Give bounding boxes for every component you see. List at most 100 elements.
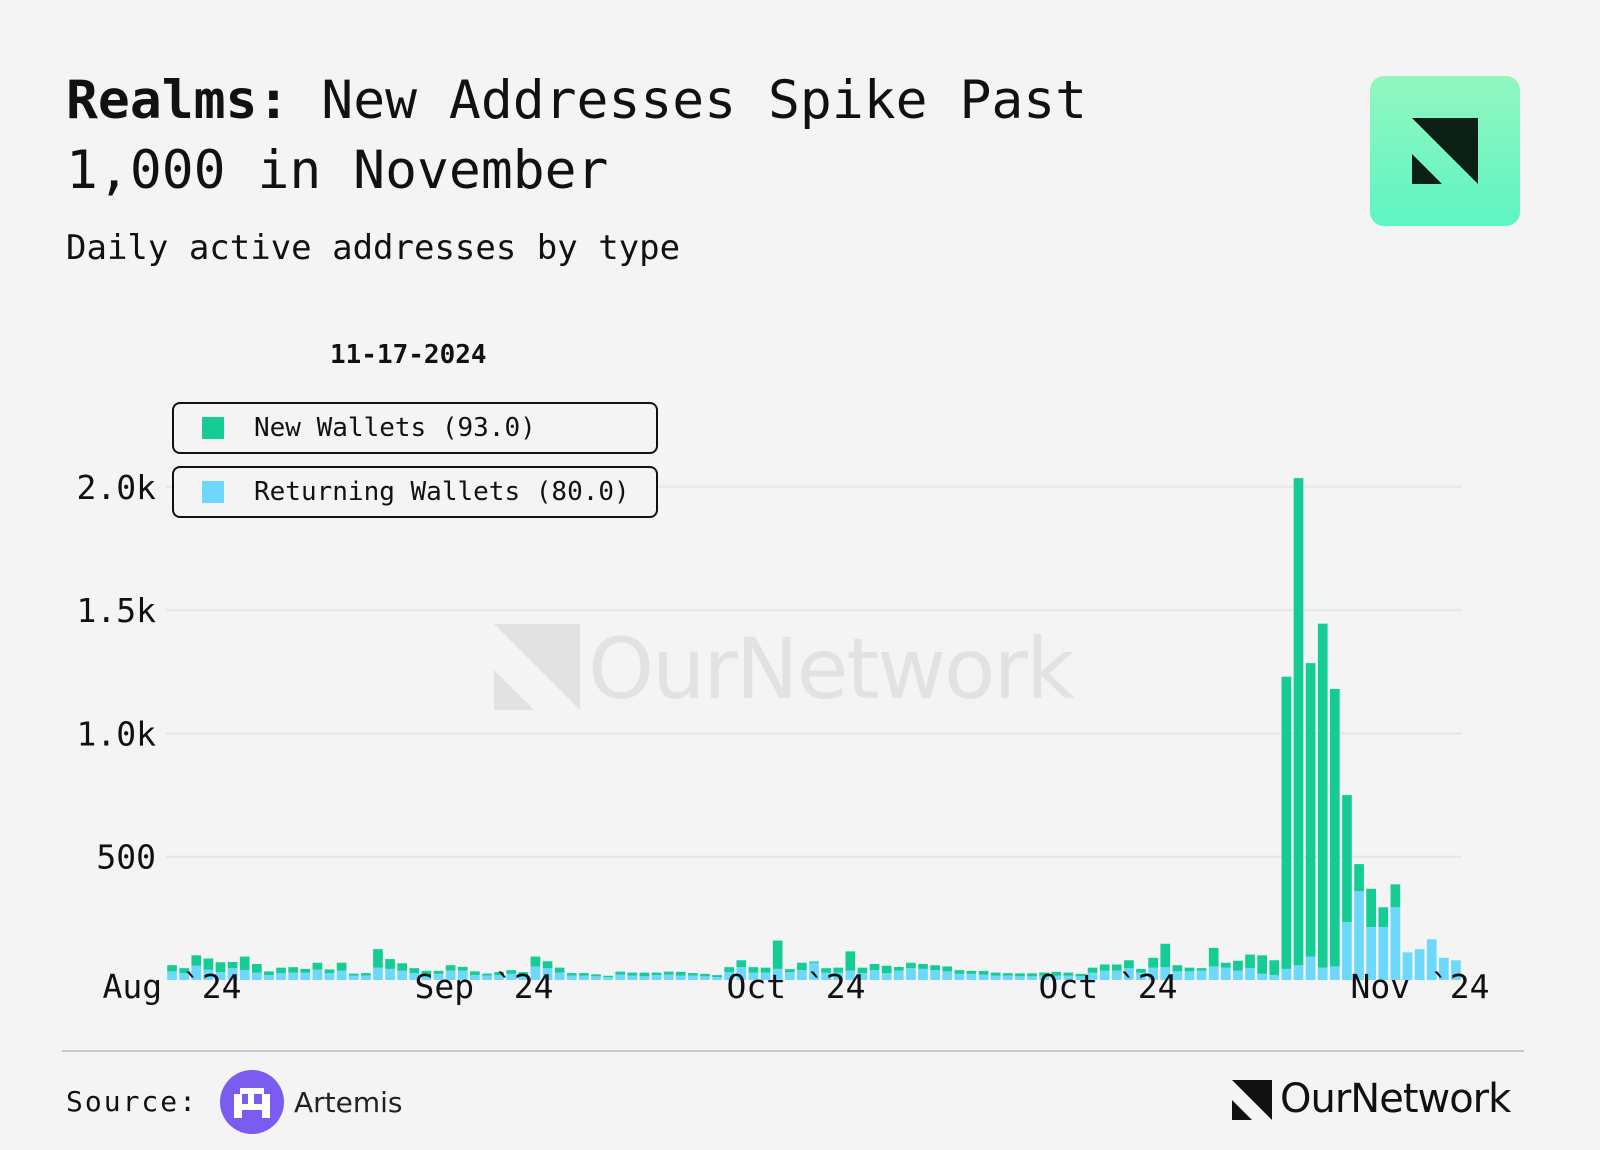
bar-returning[interactable] (1451, 960, 1461, 980)
bar-returning[interactable] (203, 969, 214, 980)
bar-new[interactable] (288, 967, 299, 973)
bar-new[interactable] (845, 951, 856, 971)
bar-returning[interactable] (1269, 975, 1280, 980)
bar-returning[interactable] (615, 974, 626, 980)
bar-new[interactable] (1027, 973, 1037, 977)
bar-new[interactable] (1293, 478, 1304, 966)
bar-returning[interactable] (421, 974, 432, 980)
bar-new[interactable] (1184, 967, 1195, 972)
bar-returning[interactable] (1220, 967, 1231, 980)
bar-returning[interactable] (736, 967, 747, 980)
bar-new[interactable] (1378, 907, 1389, 927)
bar-returning[interactable] (1075, 976, 1086, 980)
bar-returning[interactable] (324, 973, 335, 980)
bar-returning[interactable] (239, 970, 250, 980)
bar-returning[interactable] (688, 975, 698, 980)
bar-returning[interactable] (1184, 971, 1195, 980)
bar-returning[interactable] (445, 970, 456, 980)
bar-returning[interactable] (1172, 971, 1183, 980)
bar-new[interactable] (1390, 884, 1401, 908)
bar-returning[interactable] (167, 971, 177, 980)
bar-new[interactable] (1196, 968, 1207, 971)
bar-new[interactable] (1039, 972, 1049, 976)
bar-returning[interactable] (579, 975, 589, 980)
bar-returning[interactable] (348, 975, 359, 980)
bar-new[interactable] (264, 971, 274, 976)
bar-returning[interactable] (1245, 968, 1255, 980)
bar-returning[interactable] (1305, 956, 1316, 980)
bar-returning[interactable] (1329, 966, 1340, 980)
bar-new[interactable] (191, 955, 202, 966)
bar-returning[interactable] (1354, 891, 1364, 980)
bar-returning[interactable] (760, 972, 771, 980)
bar-returning[interactable] (397, 970, 408, 980)
bar-returning[interactable] (409, 973, 420, 980)
bar-new[interactable] (373, 949, 383, 968)
bar-new[interactable] (809, 961, 819, 963)
bar-returning[interactable] (1390, 907, 1401, 980)
bar-new[interactable] (1111, 964, 1122, 971)
bar-new[interactable] (554, 967, 565, 973)
bar-new[interactable] (1281, 676, 1292, 969)
bar-new[interactable] (1329, 689, 1340, 967)
bar-returning[interactable] (869, 970, 880, 980)
bar-new[interactable] (494, 972, 504, 976)
bar-returning[interactable] (990, 975, 1001, 980)
bar-new[interactable] (482, 973, 492, 976)
bar-returning[interactable] (312, 969, 323, 980)
bar-returning[interactable] (978, 974, 989, 980)
bar-new[interactable] (833, 967, 844, 973)
bar-returning[interactable] (906, 968, 916, 980)
bar-returning[interactable] (1281, 968, 1292, 980)
bar-returning[interactable] (1257, 973, 1267, 981)
bar-returning[interactable] (881, 973, 892, 980)
bar-new[interactable] (1051, 971, 1062, 976)
bar-returning[interactable] (1317, 967, 1328, 980)
bar-new[interactable] (1245, 954, 1255, 969)
bar-returning[interactable] (748, 972, 759, 980)
bar-returning[interactable] (772, 968, 783, 980)
bar-returning[interactable] (942, 971, 953, 980)
bar-new[interactable] (518, 972, 529, 976)
bar-new[interactable] (869, 963, 880, 971)
bar-new[interactable] (203, 958, 214, 970)
bar-new[interactable] (615, 971, 626, 975)
bar-returning[interactable] (1039, 975, 1049, 980)
bar-returning[interactable] (264, 975, 274, 980)
bar-new[interactable] (1342, 795, 1352, 923)
bar-returning[interactable] (1136, 972, 1146, 980)
bar-returning[interactable] (1414, 949, 1425, 980)
bar-new[interactable] (942, 966, 953, 972)
bar-new[interactable] (1172, 965, 1183, 972)
bar-returning[interactable] (300, 972, 311, 980)
bar-new[interactable] (591, 974, 601, 977)
bar-new[interactable] (179, 968, 190, 974)
bar-new[interactable] (797, 962, 807, 971)
bar-returning[interactable] (1438, 957, 1449, 980)
bar-new[interactable] (409, 968, 420, 974)
bar-new[interactable] (348, 973, 359, 976)
bar-new[interactable] (772, 940, 783, 969)
bar-new[interactable] (445, 965, 456, 971)
bar-new[interactable] (760, 967, 771, 973)
bar-new[interactable] (1063, 972, 1074, 976)
bar-new[interactable] (966, 970, 977, 974)
bar-new[interactable] (336, 962, 347, 971)
bar-new[interactable] (300, 968, 311, 973)
bar-new[interactable] (1124, 960, 1134, 969)
bar-new[interactable] (930, 965, 940, 971)
bar-new[interactable] (1002, 973, 1013, 976)
bar-new[interactable] (542, 961, 553, 969)
bar-returning[interactable] (663, 974, 674, 980)
bar-new[interactable] (700, 973, 710, 977)
bar-new[interactable] (651, 972, 662, 976)
bar-new[interactable] (675, 971, 686, 976)
bar-new[interactable] (530, 956, 541, 967)
bar-new[interactable] (457, 966, 468, 971)
bar-new[interactable] (1354, 864, 1364, 892)
bar-returning[interactable] (930, 970, 940, 980)
bar-returning[interactable] (1426, 939, 1437, 980)
bar-returning[interactable] (966, 973, 977, 981)
bar-returning[interactable] (385, 968, 395, 980)
bar-returning[interactable] (1051, 975, 1062, 980)
